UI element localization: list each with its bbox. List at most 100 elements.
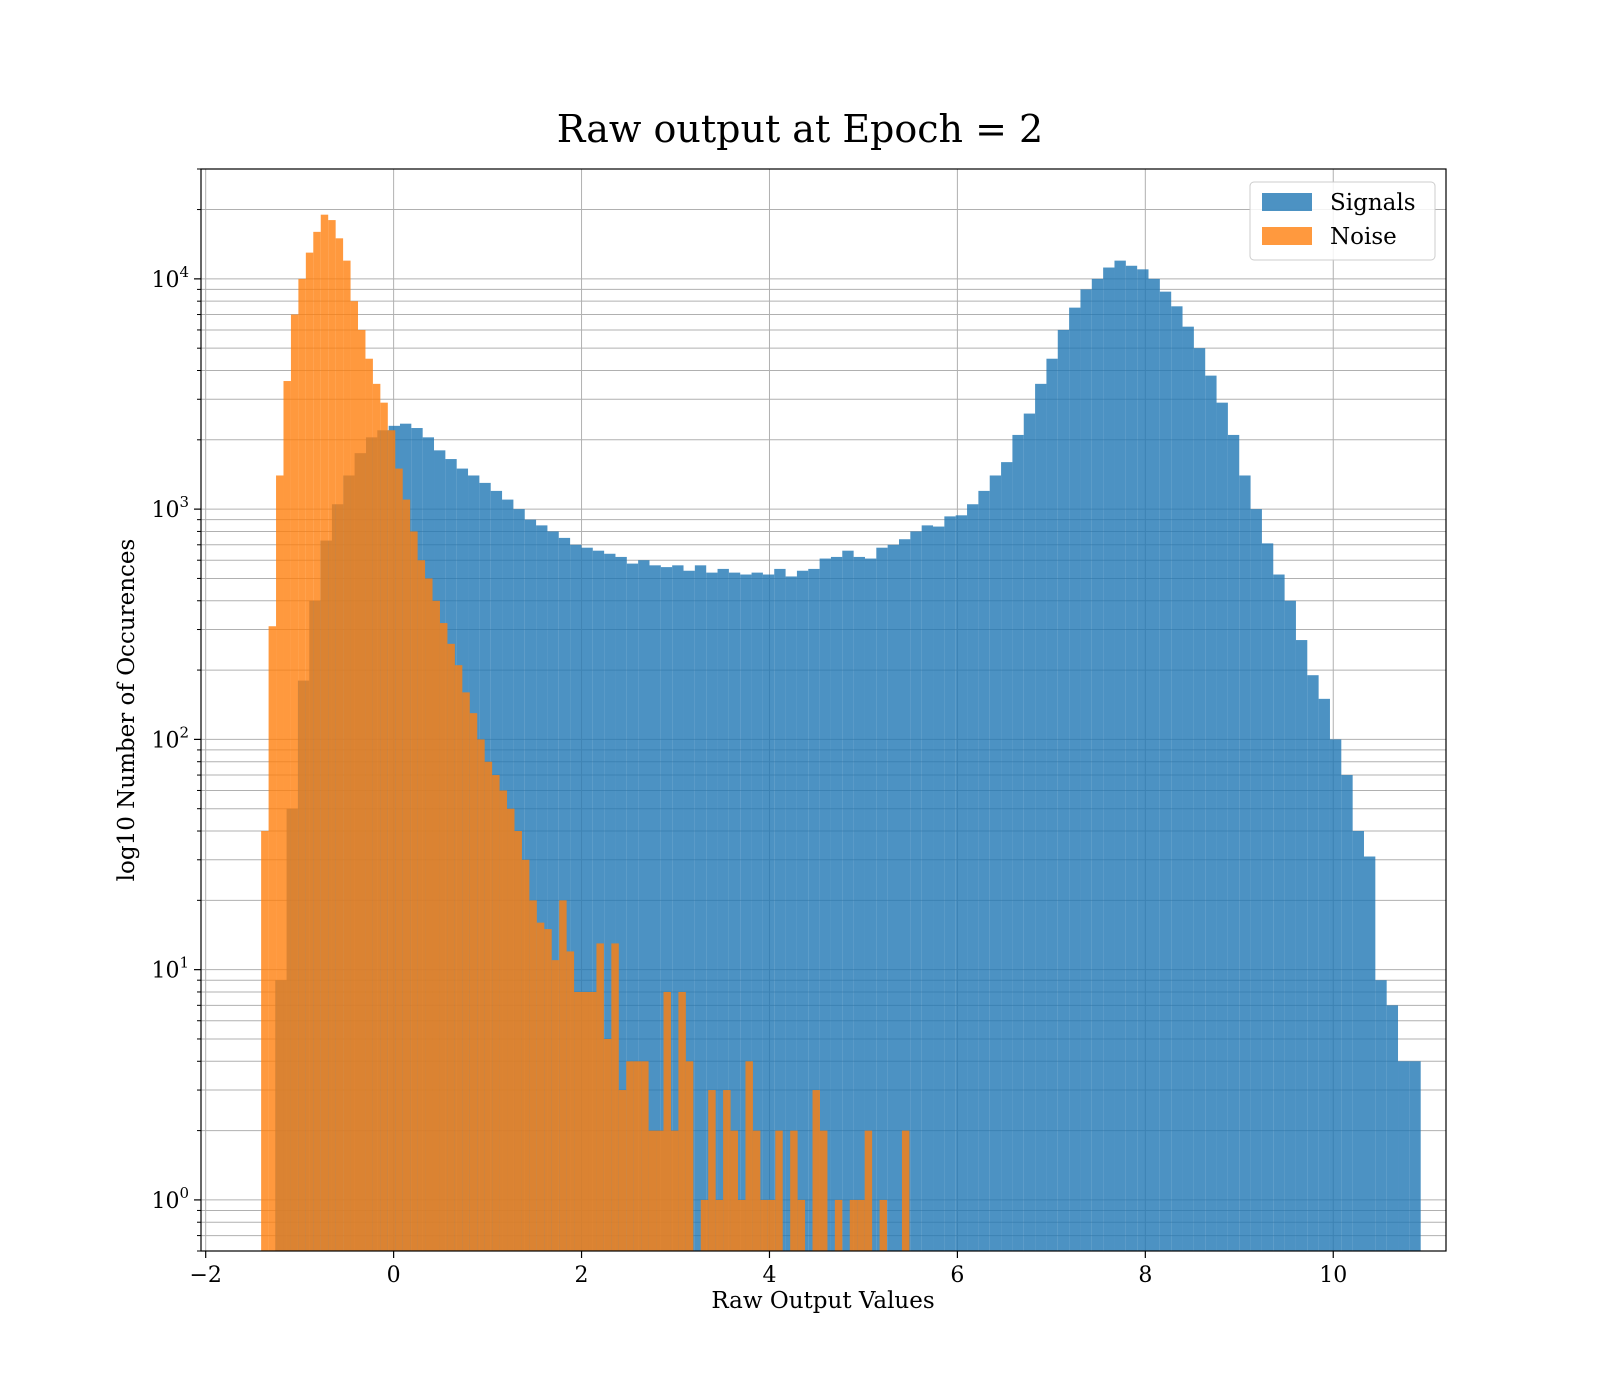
bar-signals: [1216, 402, 1228, 1251]
bar-noise: [268, 626, 277, 1251]
bar-signals: [910, 531, 922, 1251]
bar-noise: [335, 238, 344, 1251]
bar-signals: [604, 553, 616, 1251]
bar-noise: [678, 991, 686, 1251]
bar-noise: [439, 623, 448, 1251]
bar-noise: [499, 790, 508, 1251]
bar-noise: [305, 252, 314, 1251]
bar-signals: [547, 531, 559, 1251]
bar-signals: [694, 565, 707, 1251]
bar-noise: [320, 214, 329, 1252]
bar-signals: [1148, 278, 1160, 1251]
legend-label-signals: Signals: [1330, 190, 1416, 216]
bar-signals: [1159, 291, 1172, 1251]
x-tick-label: 2: [575, 1263, 589, 1288]
bar-noise: [879, 1199, 888, 1251]
bar-signals: [774, 568, 786, 1251]
x-tick-label: 6: [950, 1263, 964, 1288]
bar-noise: [544, 929, 552, 1251]
y-tick-label: 103: [151, 493, 189, 523]
bar-signals: [933, 526, 945, 1251]
bar-signals: [1125, 265, 1138, 1251]
bar-signals: [1261, 543, 1274, 1251]
bar-signals: [626, 563, 639, 1251]
bar-signals: [1046, 358, 1058, 1251]
bar-noise: [417, 560, 426, 1251]
bar-signals: [1386, 1005, 1399, 1251]
bar-signals: [1069, 307, 1081, 1251]
bar-noise: [343, 260, 351, 1251]
bar-noise: [261, 831, 269, 1251]
bar-noise: [462, 692, 470, 1251]
bar-signals: [1341, 775, 1353, 1251]
bar-noise: [402, 499, 411, 1252]
bar-signals: [898, 539, 911, 1251]
bar-noise: [812, 1090, 820, 1251]
x-tick-label: 0: [387, 1263, 401, 1288]
bar-signals: [876, 547, 888, 1251]
bar-noise: [447, 643, 455, 1251]
bar-signals: [1398, 1061, 1410, 1251]
bar-signals: [944, 516, 956, 1251]
bar-noise: [395, 468, 403, 1252]
bar-signals: [762, 574, 775, 1251]
chart-title: Raw output at Epoch = 2: [557, 107, 1043, 151]
bar-signals: [1284, 600, 1296, 1251]
bar-signals: [1103, 267, 1115, 1251]
bar-signals: [921, 525, 934, 1251]
bar-noise: [454, 665, 463, 1251]
bar-signals: [706, 572, 718, 1251]
y-tick-label: 101: [151, 954, 189, 984]
bar-noise: [730, 1130, 739, 1251]
bar-noise: [618, 1090, 627, 1251]
bar-signals: [536, 525, 548, 1251]
bar-noise: [626, 1061, 634, 1251]
bar-signals: [1035, 383, 1047, 1251]
legend-swatch-signals: [1262, 193, 1312, 211]
bar-signals: [853, 556, 865, 1251]
bar-signals: [524, 519, 537, 1251]
axis-ticks: −2 0 2 4 6 8 10 100 101 102 103 104: [151, 168, 1347, 1288]
bar-signals: [1171, 306, 1183, 1251]
bar-signals: [717, 568, 729, 1251]
bar-signals: [592, 550, 605, 1251]
bar-noise: [738, 1199, 746, 1251]
bar-signals: [570, 544, 582, 1251]
bar-noise: [432, 600, 440, 1251]
y-axis-label: log10 Number of Occurences: [114, 539, 140, 882]
bar-noise: [484, 761, 493, 1251]
bar-signals: [1091, 278, 1104, 1251]
bar-noise: [566, 951, 575, 1251]
bar-noise: [708, 1090, 716, 1251]
bar-noise: [514, 831, 522, 1251]
bar-signals: [1239, 475, 1251, 1252]
bar-signals: [1307, 675, 1319, 1251]
bar-noise: [790, 1130, 798, 1251]
bar-signals: [1273, 574, 1285, 1251]
legend-label-noise: Noise: [1330, 224, 1397, 250]
bar-noise: [380, 402, 388, 1251]
bar-signals: [796, 570, 809, 1251]
bar-noise: [901, 1130, 910, 1251]
bar-noise: [611, 943, 619, 1251]
bar-noise: [477, 739, 485, 1251]
bar-noise: [492, 775, 500, 1251]
bar-noise: [745, 1061, 753, 1251]
bar-signals: [955, 515, 968, 1251]
bar-noise: [358, 329, 366, 1251]
bar-signals: [1363, 856, 1376, 1251]
bar-signals: [751, 572, 763, 1251]
bar-noise: [670, 1130, 679, 1251]
x-tick-label: 10: [1319, 1263, 1347, 1288]
bar-noise: [819, 1130, 828, 1251]
bar-noise: [633, 1061, 642, 1251]
bar-noise: [290, 314, 299, 1251]
bar-noise: [797, 1199, 806, 1251]
bar-signals: [967, 504, 979, 1252]
bar-noise: [685, 1061, 694, 1251]
bar-signals: [1193, 348, 1206, 1251]
y-tick-label: 104: [151, 263, 189, 293]
bar-signals: [1409, 1061, 1421, 1251]
bar-noise: [656, 1130, 664, 1251]
bar-signals: [864, 558, 877, 1251]
